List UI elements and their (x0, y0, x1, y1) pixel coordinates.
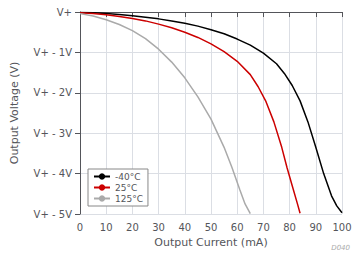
svg-text:40: 40 (178, 222, 191, 233)
svg-text:10: 10 (100, 222, 113, 233)
svg-text:50: 50 (205, 222, 218, 233)
svg-text:D040: D040 (331, 244, 350, 252)
svg-text:V+: V+ (57, 7, 72, 18)
svg-text:Output Current (mA): Output Current (mA) (154, 236, 267, 249)
svg-text:20: 20 (126, 222, 139, 233)
svg-text:25°C: 25°C (115, 183, 137, 193)
svg-text:V+ - 3V: V+ - 3V (34, 128, 73, 139)
svg-text:100: 100 (332, 222, 351, 233)
svg-text:-40°C: -40°C (115, 172, 140, 182)
svg-text:V+ - 1V: V+ - 1V (34, 47, 73, 58)
svg-text:V+ - 4V: V+ - 4V (34, 168, 73, 179)
svg-text:80: 80 (283, 222, 296, 233)
svg-text:30: 30 (152, 222, 165, 233)
svg-text:V+ - 2V: V+ - 2V (34, 87, 73, 98)
svg-text:90: 90 (309, 222, 322, 233)
svg-text:60: 60 (231, 222, 244, 233)
svg-text:125°C: 125°C (115, 194, 143, 204)
svg-text:V+ - 5V: V+ - 5V (34, 209, 73, 220)
svg-text:0: 0 (77, 222, 83, 233)
svg-text:Output Voltage (V): Output Voltage (V) (8, 62, 21, 165)
svg-text:70: 70 (257, 222, 270, 233)
